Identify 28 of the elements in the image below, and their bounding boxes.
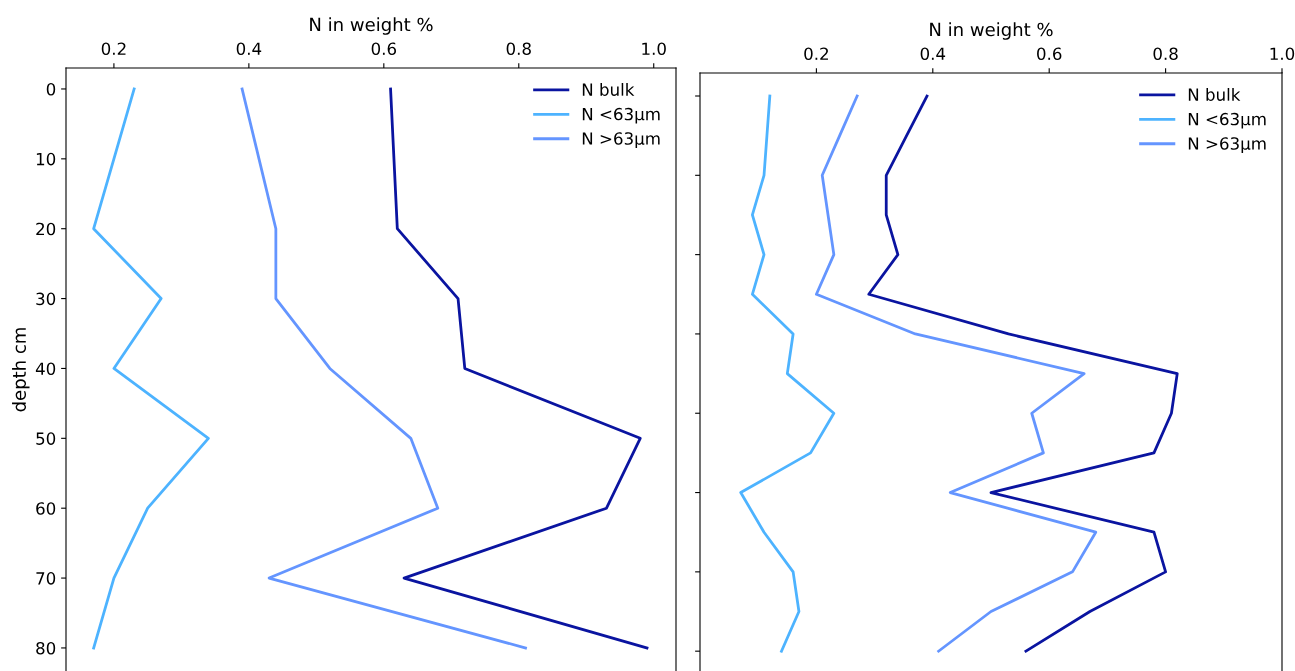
- x-tick-label: 0.6: [371, 42, 397, 56]
- legend-label: N >63µm: [582, 132, 660, 149]
- x-axis-title: N in weight %: [310, 17, 433, 35]
- x-tick-label: 0.4: [920, 47, 946, 61]
- legend-label: N <63µm: [582, 107, 660, 124]
- legend-label: N bulk: [582, 83, 635, 96]
- y-tick-label: 0: [46, 82, 56, 96]
- y-tick-label: 20: [36, 222, 56, 236]
- legend-label: N bulk: [1188, 88, 1241, 101]
- y-tick-label: 30: [36, 292, 56, 306]
- legend-label: N >63µm: [1188, 137, 1266, 154]
- x-tick-label: 0.8: [506, 42, 531, 56]
- x-tick-label: 0.8: [1153, 47, 1178, 61]
- legend-label: N <63µm: [1188, 112, 1266, 129]
- y-tick-label: 10: [36, 152, 56, 166]
- y-tick-label: 50: [36, 432, 56, 445]
- y-tick-label: 70: [36, 572, 56, 585]
- y-tick-label: 40: [35, 362, 56, 376]
- x-tick-label: 0.4: [236, 42, 262, 56]
- x-tick-label: 1.0: [642, 42, 666, 56]
- x-axis-title: N in weight %: [930, 22, 1053, 40]
- x-tick-label: 1.0: [1270, 47, 1295, 61]
- x-tick-label: 0.2: [804, 47, 828, 61]
- x-tick-label: 0.2: [101, 42, 126, 56]
- y-tick-label: 60: [36, 502, 56, 515]
- y-axis-title: depth cm: [12, 328, 30, 412]
- x-tick-label: 0.6: [1037, 47, 1062, 61]
- y-tick-label: 80: [36, 641, 56, 655]
